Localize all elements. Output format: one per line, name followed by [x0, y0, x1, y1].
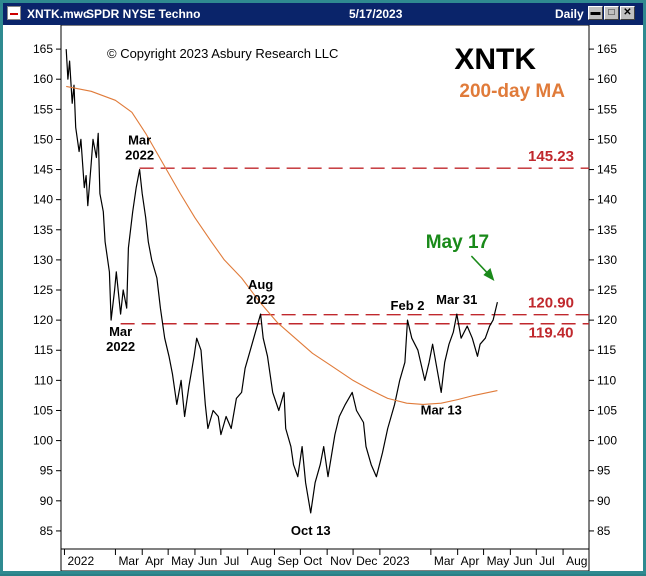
y-tick-label-right: 105 [597, 403, 617, 417]
title-bar[interactable]: XNTK.mwc - SPDR NYSE Techno 5/17/2023 Da… [3, 3, 643, 25]
chart-svg: 85 85 90 90 95 95 100 100 105 105 110 110 115 115 120 1… [33, 24, 617, 572]
date-annotation-label: Mar 13 [421, 402, 462, 417]
price-series-line [65, 49, 498, 514]
date-annotation-label: Mar [109, 324, 132, 339]
y-tick-label-left: 85 [40, 524, 54, 538]
y-tick-label-right: 85 [597, 524, 611, 538]
y-tick-label-left: 120 [33, 313, 53, 327]
y-tick-label-left: 115 [34, 343, 53, 357]
date-annotation-label: Oct 13 [291, 523, 331, 538]
callout-arrow-head [483, 268, 495, 282]
close-icon: ✕ [623, 7, 632, 18]
y-tick-label-right: 155 [597, 102, 617, 116]
series-group [65, 49, 498, 514]
minimize-icon: ▬ [590, 7, 601, 18]
level-lines: 145.23 120.90 119.40 [120, 148, 589, 342]
date-annotation-label: Feb 2 [391, 298, 425, 313]
moving-average-line [66, 85, 498, 405]
y-tick-label-right: 115 [597, 343, 616, 357]
y-tick-label-left: 160 [33, 72, 53, 86]
x-axis-strip [60, 548, 590, 572]
plot-frame [60, 24, 590, 550]
x-tick-label: May [487, 554, 510, 568]
x-tick-label: Jun [513, 554, 532, 568]
x-tick-label: Mar [118, 554, 139, 568]
date-annotation-label: 2022 [106, 339, 135, 354]
y-tick-label-right: 160 [597, 72, 617, 86]
y-tick-label-right: 90 [597, 494, 611, 508]
y-tick-label-right: 125 [597, 283, 617, 297]
y-tick-label-left: 110 [34, 373, 53, 387]
y-tick-label-right: 120 [597, 313, 617, 327]
x-tick-label: Nov [330, 554, 351, 568]
date-annotation-label: 2022 [246, 292, 275, 307]
x-tick-label: Aug [566, 554, 587, 568]
callout-label: May 17 [426, 232, 489, 253]
x-tick-label: Mar [434, 554, 455, 568]
window-date: 5/17/2023 [349, 7, 403, 21]
window-period: Daily [555, 7, 584, 21]
y-tick-label-right: 100 [597, 434, 617, 448]
y-tick-label-right: 110 [597, 373, 616, 387]
x-tick-label: Aug [251, 554, 272, 568]
x-tick-label: 2023 [383, 554, 410, 568]
maximize-button[interactable]: □ [604, 6, 619, 20]
x-tick-label: Jun [198, 554, 217, 568]
x-tick-label: Oct [303, 554, 322, 568]
y-tick-label-left: 125 [33, 283, 53, 297]
date-annotation-label: Aug [248, 277, 273, 292]
x-tick-label: Jul [224, 554, 239, 568]
close-button[interactable]: ✕ [620, 6, 635, 20]
maximize-icon: □ [608, 7, 615, 18]
x-tick-label: Apr [461, 554, 480, 568]
y-tick-label-right: 135 [597, 223, 617, 237]
date-annotation-label: Mar [128, 133, 151, 148]
level-label: 145.23 [528, 148, 574, 165]
y-tick-label-left: 135 [33, 223, 53, 237]
y-tick-label-right: 150 [597, 132, 617, 146]
y-tick-label-left: 150 [33, 132, 53, 146]
x-tick-label: 2022 [67, 554, 94, 568]
window-instrument: SPDR NYSE Techno [86, 7, 201, 21]
date-annotation-label: 2022 [125, 148, 154, 163]
x-tick-label: Jul [539, 554, 554, 568]
date-annotation-label: Mar 31 [436, 292, 477, 307]
y-tick-label-left: 130 [33, 253, 53, 267]
chart-app-icon[interactable] [7, 6, 21, 20]
level-label: 119.40 [528, 325, 573, 342]
y-tick-label-left: 105 [33, 403, 53, 417]
x-tick-label: Dec [356, 554, 377, 568]
minimize-button[interactable]: ▬ [588, 6, 603, 20]
y-tick-label-right: 165 [597, 42, 617, 56]
level-label: 120.90 [528, 295, 574, 312]
y-tick-label-right: 145 [597, 163, 617, 177]
y-tick-label-left: 140 [33, 193, 53, 207]
y-tick-label-left: 90 [40, 494, 54, 508]
x-tick-label: Sep [277, 554, 299, 568]
y-tick-label-left: 155 [33, 102, 53, 116]
window-file-name: XNTK.mwc [27, 7, 90, 21]
y-tick-label-right: 95 [597, 464, 611, 478]
chart-title: XNTK [454, 43, 536, 76]
price-chart[interactable]: 85 85 90 90 95 95 100 100 105 105 110 110 115 115 120 1… [3, 24, 643, 572]
y-tick-label-left: 145 [33, 163, 53, 177]
y-tick-label-right: 130 [597, 253, 617, 267]
callout-arrow-shaft [470, 255, 489, 275]
y-tick-label-left: 95 [40, 464, 54, 478]
x-tick-label: Apr [145, 554, 164, 568]
ma-legend-label: 200-day MA [459, 81, 565, 102]
y-tick-label-left: 100 [33, 434, 53, 448]
copyright-text: © Copyright 2023 Asbury Research LLC [107, 46, 338, 61]
y-tick-label-left: 165 [33, 42, 53, 56]
window-separator: - [75, 7, 79, 21]
x-tick-label: May [171, 554, 194, 568]
y-tick-label-right: 140 [597, 193, 617, 207]
